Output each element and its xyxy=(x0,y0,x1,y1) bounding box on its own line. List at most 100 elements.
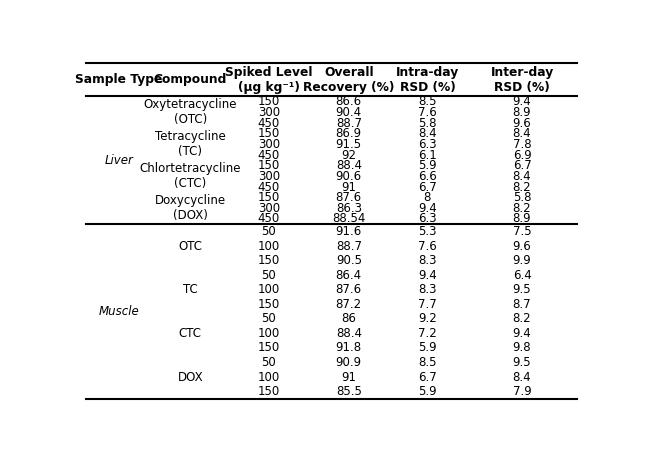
Text: 6.3: 6.3 xyxy=(418,212,437,226)
Text: 100: 100 xyxy=(258,327,280,340)
Text: 7.5: 7.5 xyxy=(512,225,531,238)
Text: 86: 86 xyxy=(342,312,356,326)
Text: 300: 300 xyxy=(258,138,280,151)
Text: Sample Type: Sample Type xyxy=(75,74,163,86)
Text: Intra-day
RSD (%): Intra-day RSD (%) xyxy=(396,66,459,94)
Text: Oxytetracycline
(OTC): Oxytetracycline (OTC) xyxy=(144,99,237,126)
Text: 85.5: 85.5 xyxy=(336,385,362,398)
Text: 9.6: 9.6 xyxy=(512,240,531,252)
Text: 8.4: 8.4 xyxy=(512,170,531,183)
Text: 9.6: 9.6 xyxy=(512,117,531,129)
Text: 5.3: 5.3 xyxy=(418,225,437,238)
Text: 5.9: 5.9 xyxy=(418,159,437,172)
Text: 300: 300 xyxy=(258,170,280,183)
Text: 8.4: 8.4 xyxy=(418,127,437,140)
Text: 450: 450 xyxy=(258,212,280,226)
Text: 100: 100 xyxy=(258,240,280,252)
Text: 87.6: 87.6 xyxy=(336,283,362,296)
Text: 6.4: 6.4 xyxy=(512,269,531,281)
Text: 8.2: 8.2 xyxy=(512,312,531,326)
Text: 300: 300 xyxy=(258,106,280,119)
Text: TC: TC xyxy=(183,283,198,296)
Text: 5.9: 5.9 xyxy=(418,385,437,398)
Text: OTC: OTC xyxy=(179,240,203,252)
Text: 7.9: 7.9 xyxy=(512,385,531,398)
Text: 150: 150 xyxy=(258,341,280,355)
Text: 150: 150 xyxy=(258,191,280,204)
Text: 90.4: 90.4 xyxy=(336,106,362,119)
Text: 150: 150 xyxy=(258,127,280,140)
Text: Spiked Level
(μg kg⁻¹): Spiked Level (μg kg⁻¹) xyxy=(225,66,313,94)
Text: 9.5: 9.5 xyxy=(512,356,531,369)
Text: Doxycycline
(DOX): Doxycycline (DOX) xyxy=(155,194,226,222)
Text: 9.9: 9.9 xyxy=(512,254,531,267)
Text: 88.4: 88.4 xyxy=(336,327,362,340)
Text: Liver: Liver xyxy=(105,154,133,167)
Text: 50: 50 xyxy=(261,225,276,238)
Text: 87.6: 87.6 xyxy=(336,191,362,204)
Text: 6.6: 6.6 xyxy=(418,170,437,183)
Text: 91.5: 91.5 xyxy=(336,138,362,151)
Text: Overall
Recovery (%): Overall Recovery (%) xyxy=(303,66,395,94)
Text: 9.4: 9.4 xyxy=(512,95,531,108)
Text: 8.3: 8.3 xyxy=(418,254,437,267)
Text: Tetracycline
(TC): Tetracycline (TC) xyxy=(155,130,226,158)
Text: 6.1: 6.1 xyxy=(418,148,437,162)
Text: DOX: DOX xyxy=(177,370,203,384)
Text: 8.5: 8.5 xyxy=(418,95,437,108)
Text: 450: 450 xyxy=(258,181,280,193)
Text: 50: 50 xyxy=(261,356,276,369)
Text: 88.4: 88.4 xyxy=(336,159,362,172)
Text: 300: 300 xyxy=(258,202,280,215)
Text: 5.9: 5.9 xyxy=(418,341,437,355)
Text: 7.6: 7.6 xyxy=(418,240,437,252)
Text: 91: 91 xyxy=(341,370,356,384)
Text: 6.7: 6.7 xyxy=(418,181,437,193)
Text: 92: 92 xyxy=(341,148,356,162)
Text: 6.9: 6.9 xyxy=(512,148,531,162)
Text: 450: 450 xyxy=(258,117,280,129)
Text: 86.3: 86.3 xyxy=(336,202,362,215)
Text: 8.4: 8.4 xyxy=(512,127,531,140)
Text: 450: 450 xyxy=(258,148,280,162)
Text: 5.8: 5.8 xyxy=(418,117,437,129)
Text: CTC: CTC xyxy=(179,327,202,340)
Text: 91: 91 xyxy=(341,181,356,193)
Text: 86.4: 86.4 xyxy=(336,269,362,281)
Text: 150: 150 xyxy=(258,254,280,267)
Text: 150: 150 xyxy=(258,385,280,398)
Text: Compound: Compound xyxy=(153,74,227,86)
Text: 88.54: 88.54 xyxy=(332,212,366,226)
Text: Inter-day
RSD (%): Inter-day RSD (%) xyxy=(490,66,554,94)
Text: 7.8: 7.8 xyxy=(512,138,531,151)
Text: 9.5: 9.5 xyxy=(512,283,531,296)
Text: 90.5: 90.5 xyxy=(336,254,362,267)
Text: 91.6: 91.6 xyxy=(336,225,362,238)
Text: 100: 100 xyxy=(258,283,280,296)
Text: 50: 50 xyxy=(261,312,276,326)
Text: 8: 8 xyxy=(424,191,431,204)
Text: 8.2: 8.2 xyxy=(512,181,531,193)
Text: 8.2: 8.2 xyxy=(512,202,531,215)
Text: Chlortetracycline
(CTC): Chlortetracycline (CTC) xyxy=(140,163,241,190)
Text: 6.3: 6.3 xyxy=(418,138,437,151)
Text: 150: 150 xyxy=(258,159,280,172)
Text: 9.8: 9.8 xyxy=(512,341,531,355)
Text: 90.6: 90.6 xyxy=(336,170,362,183)
Text: 9.2: 9.2 xyxy=(418,312,437,326)
Text: 86.6: 86.6 xyxy=(336,95,362,108)
Text: 7.7: 7.7 xyxy=(418,298,437,311)
Text: 88.7: 88.7 xyxy=(336,117,362,129)
Text: 86.9: 86.9 xyxy=(336,127,362,140)
Text: 5.8: 5.8 xyxy=(513,191,531,204)
Text: 8.7: 8.7 xyxy=(512,298,531,311)
Text: 9.4: 9.4 xyxy=(418,202,437,215)
Text: 9.4: 9.4 xyxy=(512,327,531,340)
Text: 90.9: 90.9 xyxy=(336,356,362,369)
Text: 100: 100 xyxy=(258,370,280,384)
Text: 150: 150 xyxy=(258,95,280,108)
Text: 150: 150 xyxy=(258,298,280,311)
Text: 7.2: 7.2 xyxy=(418,327,437,340)
Text: 88.7: 88.7 xyxy=(336,240,362,252)
Text: 7.6: 7.6 xyxy=(418,106,437,119)
